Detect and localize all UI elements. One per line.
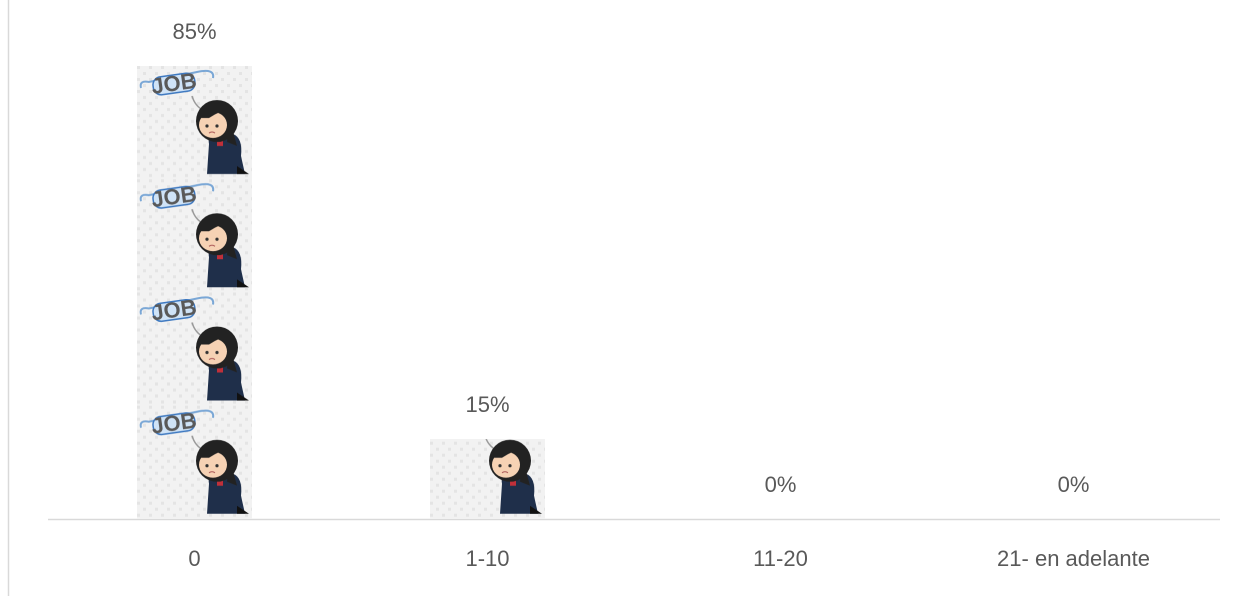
x-tick-label: 1-10 (465, 546, 509, 571)
pictograph-bar (430, 439, 545, 519)
data-label: 0% (765, 472, 797, 497)
x-tick-label: 21- en adelante (997, 546, 1150, 571)
pictograph-bar (137, 66, 252, 519)
x-tick-label: 11-20 (753, 546, 808, 571)
data-label: 15% (465, 392, 509, 417)
data-label: 85% (172, 19, 216, 44)
data-label: 0% (1058, 472, 1090, 497)
x-tick-label: 0 (188, 546, 200, 571)
